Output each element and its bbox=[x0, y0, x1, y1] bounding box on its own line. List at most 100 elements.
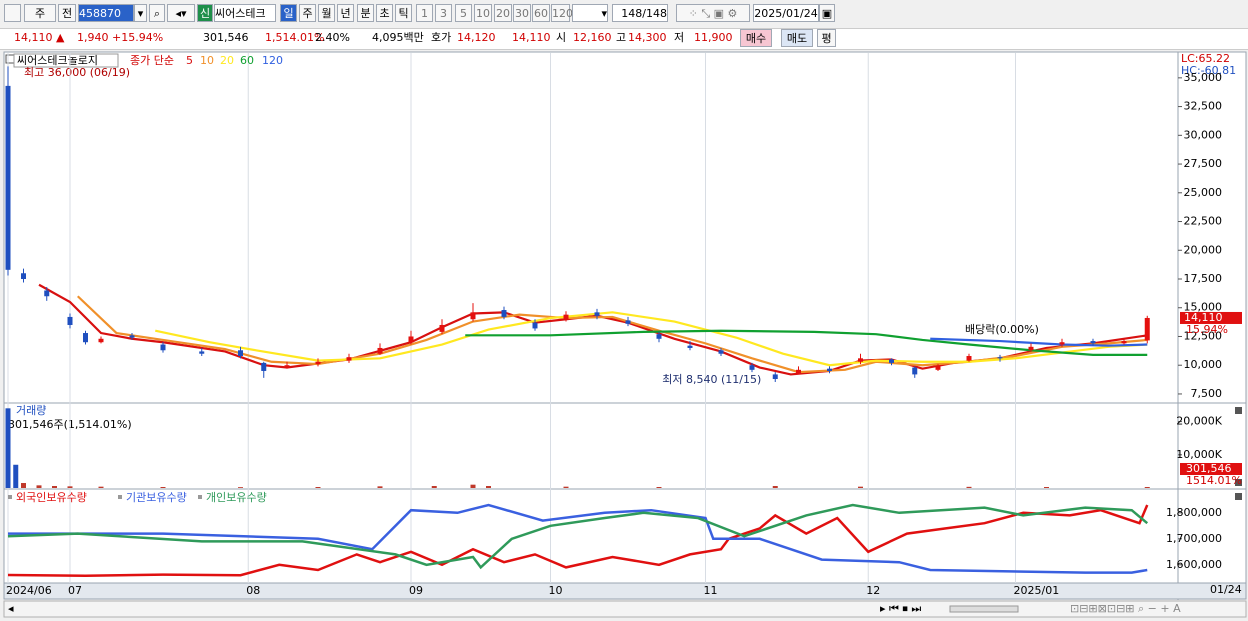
scope-button[interactable]: 전 bbox=[58, 4, 76, 22]
interval-button[interactable]: 3 bbox=[435, 4, 452, 22]
period-button[interactable]: 틱 bbox=[395, 4, 412, 22]
interval-button[interactable]: 60 bbox=[532, 4, 550, 22]
code-dropdown[interactable]: ▾ bbox=[134, 4, 147, 22]
close-icon[interactable] bbox=[1235, 407, 1242, 414]
sound-button[interactable]: ◂▾ bbox=[167, 4, 195, 22]
y-tick-label: 35,000 bbox=[1184, 71, 1223, 84]
interval-dropdown[interactable]: ▾ bbox=[572, 4, 608, 22]
scrollbar[interactable] bbox=[3, 600, 1247, 618]
legend-entry: 외국인보유수량 bbox=[16, 491, 87, 504]
candle-body bbox=[1059, 342, 1065, 345]
interval-button[interactable]: 5 bbox=[455, 4, 472, 22]
y-tick-label: 27,500 bbox=[1184, 157, 1223, 170]
candle-body bbox=[160, 344, 166, 351]
period-button[interactable]: 년 bbox=[337, 4, 354, 22]
candle-body bbox=[1121, 341, 1127, 344]
date-label: 07 bbox=[68, 584, 82, 597]
amount: 4,095백만 bbox=[372, 31, 424, 44]
candle-body bbox=[563, 314, 569, 320]
y-tick-label: 25,000 bbox=[1184, 186, 1223, 199]
ma-legend: 5 bbox=[186, 54, 193, 67]
period-button[interactable]: 일 bbox=[280, 4, 297, 22]
search-button[interactable]: ⌕ bbox=[149, 4, 165, 22]
price: 14,110 ▲ bbox=[14, 31, 65, 44]
volume: 301,546 bbox=[203, 31, 249, 44]
interval-button[interactable]: 30 bbox=[513, 4, 531, 22]
volume-bar bbox=[160, 487, 166, 488]
avg-button[interactable]: 평 bbox=[817, 29, 836, 47]
volume-bar bbox=[1044, 487, 1049, 488]
candle-body bbox=[129, 335, 135, 338]
interval-button[interactable]: 120 bbox=[551, 4, 573, 22]
volume-bar bbox=[470, 484, 476, 488]
candle-body bbox=[656, 334, 662, 339]
candle-body bbox=[83, 333, 88, 343]
y-tick-label: 7,500 bbox=[1191, 387, 1223, 400]
volume-bar bbox=[13, 464, 19, 488]
chart-frame bbox=[3, 51, 1247, 584]
candle-body bbox=[772, 374, 778, 380]
interval-button[interactable]: 20 bbox=[494, 4, 512, 22]
count-input[interactable]: 148/148 bbox=[612, 4, 668, 22]
period-button[interactable]: 주 bbox=[299, 4, 316, 22]
scroll-thumb[interactable] bbox=[949, 605, 1019, 613]
volume-ratio: 1,514.01% bbox=[265, 31, 325, 44]
moving-average bbox=[155, 311, 1148, 367]
scroll-left[interactable]: ◂ bbox=[8, 602, 14, 615]
scroll-controls[interactable]: ▸ ⏮ ⏹ ⏭ bbox=[880, 602, 921, 615]
y-tick-label: 1,800,000 bbox=[1166, 506, 1222, 519]
ma-label: 종가 단순 bbox=[130, 54, 174, 67]
menu-icon[interactable] bbox=[4, 4, 21, 22]
volume-bar bbox=[238, 487, 243, 488]
date-input[interactable]: 2025/01/24 bbox=[753, 4, 819, 22]
candle-body bbox=[67, 316, 73, 325]
volume-bar bbox=[656, 487, 662, 488]
y-tick-label: 30,000 bbox=[1184, 128, 1223, 141]
candle-body bbox=[439, 324, 445, 332]
date-picker[interactable]: ▣ bbox=[819, 4, 835, 22]
y-tick-label: 10,000 bbox=[1184, 358, 1223, 371]
tool-icons[interactable]: ⁘ ⤡ ▣ ⚙ bbox=[676, 4, 750, 22]
toolbar: 주 전 458870 ▾ ⌕ ◂▾ 신 씨어스테크 일 주 월 년 분 초 틱 … bbox=[0, 4, 1248, 26]
candle-body bbox=[718, 350, 724, 354]
y-tick-label: 10,000K bbox=[1176, 448, 1222, 461]
interval-button[interactable]: 1 bbox=[416, 4, 433, 22]
y-tick-label: 20,000K bbox=[1176, 415, 1222, 428]
candle-body bbox=[408, 336, 414, 343]
code-input[interactable]: 458870 bbox=[78, 4, 134, 22]
date-label: 08 bbox=[246, 584, 260, 597]
last-date: 01/24 bbox=[1210, 583, 1242, 596]
panel-title: 씨어스테크놀로지 bbox=[17, 54, 98, 67]
legend-marker bbox=[8, 495, 12, 499]
volume-bar bbox=[21, 483, 26, 488]
high-note: 최고 36,000 (06/19) bbox=[24, 66, 130, 79]
ma-legend: 60 bbox=[240, 54, 254, 67]
turnover: 2.40% bbox=[315, 31, 350, 44]
date-label: 11 bbox=[704, 584, 718, 597]
holding-line bbox=[7, 504, 1149, 577]
market-select[interactable]: 주 bbox=[24, 4, 56, 22]
zoom-tools[interactable]: ⊡⊟⊞⊠⊡⊟⊞ ⌕ − + A bbox=[1070, 602, 1181, 615]
holding-line bbox=[7, 503, 1149, 570]
volume-bar bbox=[563, 486, 569, 488]
close-icon[interactable] bbox=[1235, 493, 1242, 500]
new-badge: 신 bbox=[197, 4, 213, 22]
period-button[interactable]: 월 bbox=[318, 4, 335, 22]
ma-legend: 120 bbox=[262, 54, 283, 67]
candle-body bbox=[470, 312, 476, 320]
period-button[interactable]: 분 bbox=[357, 4, 374, 22]
bid: 14,110 bbox=[512, 31, 551, 44]
candle-body bbox=[1144, 317, 1150, 341]
open-label: 시 bbox=[556, 31, 567, 44]
candle-body bbox=[377, 347, 383, 354]
period-button[interactable]: 초 bbox=[376, 4, 393, 22]
legend-marker bbox=[198, 495, 202, 499]
buy-button[interactable]: 매수 bbox=[740, 29, 772, 47]
candle-body bbox=[749, 365, 755, 370]
last-price-box bbox=[1180, 311, 1242, 324]
close-icon[interactable] bbox=[1235, 479, 1242, 486]
candle-body bbox=[594, 312, 600, 316]
candle-body bbox=[912, 367, 918, 375]
interval-button[interactable]: 10 bbox=[474, 4, 492, 22]
sell-button[interactable]: 매도 bbox=[781, 29, 813, 47]
